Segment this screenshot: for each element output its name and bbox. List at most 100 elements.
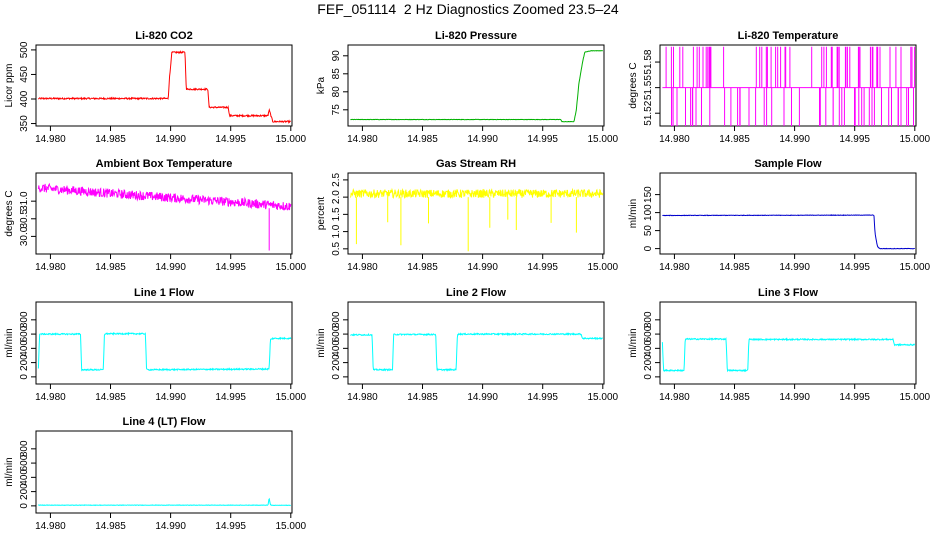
x-tick-label: 14.985 <box>407 392 438 403</box>
x-tick-label: 14.995 <box>839 392 870 403</box>
series-line <box>37 331 292 372</box>
x-tick-label: 14.995 <box>215 392 246 403</box>
series-line <box>38 50 292 125</box>
y-tick-label: 51.58 <box>643 49 654 74</box>
x-tick-label: 14.985 <box>95 392 126 403</box>
x-tick-label: 15.000 <box>588 134 619 145</box>
y-axis-label: degrees C <box>4 190 15 236</box>
y-tick-label: 600 <box>331 325 342 342</box>
plot-frame <box>659 44 917 127</box>
x-tick-label: 14.985 <box>95 134 126 145</box>
series-line <box>662 46 916 126</box>
panel-title: Line 4 (LT) Flow <box>123 416 206 428</box>
x-tick-label: 14.990 <box>155 262 186 273</box>
y-tick-label: 500 <box>19 41 30 58</box>
y-axis-label: ml/min <box>628 328 639 357</box>
series-line <box>662 214 915 250</box>
panel-title: Sample Flow <box>754 158 822 170</box>
plot-frame <box>35 172 293 255</box>
y-tick-label: 450 <box>19 66 30 83</box>
panel-title: Gas Stream RH <box>436 158 516 170</box>
y-tick-label: 51.55 <box>643 75 654 100</box>
x-tick-label: 14.995 <box>527 392 558 403</box>
plot-frame <box>347 44 605 127</box>
x-tick-label: 14.985 <box>719 392 750 403</box>
x-tick-label: 14.990 <box>155 521 186 532</box>
y-tick-label: 30.5 <box>19 209 30 229</box>
x-tick-label: 14.990 <box>467 134 498 145</box>
y-tick-label: 0 <box>19 503 30 509</box>
panel-4: Ambient Box Temperature degrees C 14.980 14… <box>4 158 307 273</box>
y-tick-label: 80 <box>331 86 342 98</box>
plot-frame <box>35 44 293 127</box>
y-tick-label: 400 <box>19 90 30 107</box>
x-tick-label: 14.980 <box>659 262 690 273</box>
panel-8: Line 2 Flow ml/min 14.980 14.985 14.990 14.99… <box>316 287 619 403</box>
x-tick-label: 14.980 <box>347 262 378 273</box>
x-tick-label: 14.995 <box>215 262 246 273</box>
panel-5: Gas Stream RH percent 14.980 14.985 14.990 14… <box>316 158 619 273</box>
x-tick-label: 14.980 <box>35 134 66 145</box>
y-axis-label: ml/min <box>316 328 327 357</box>
y-tick-label: 800 <box>19 311 30 328</box>
x-tick-label: 15.000 <box>276 521 307 532</box>
x-tick-label: 15.000 <box>276 134 307 145</box>
y-tick-label: 50 <box>643 225 654 237</box>
panel-6: Sample Flow ml/min 14.980 14.985 14.990 14.99… <box>628 158 931 273</box>
y-tick-label: 800 <box>331 311 342 328</box>
y-tick-label: 400 <box>331 340 342 357</box>
series-line <box>38 497 291 507</box>
x-tick-label: 14.990 <box>467 262 498 273</box>
x-tick-label: 14.995 <box>215 134 246 145</box>
y-tick-label: 0 <box>643 245 654 251</box>
panel-title: Line 2 Flow <box>446 287 506 299</box>
y-axis-label: kPa <box>316 76 327 94</box>
panel-title: Line 1 Flow <box>134 287 194 299</box>
x-tick-label: 14.985 <box>719 262 750 273</box>
x-tick-label: 15.000 <box>276 392 307 403</box>
figure-title: FEF_051114 2 Hz Diagnostics Zoomed 23.5–… <box>317 1 619 17</box>
plot-frame <box>35 430 293 514</box>
x-tick-label: 14.980 <box>35 262 66 273</box>
y-axis-label: ml/min <box>628 199 639 228</box>
x-tick-label: 14.995 <box>839 262 870 273</box>
y-tick-label: 400 <box>643 340 654 357</box>
y-tick-label: 75 <box>331 104 342 116</box>
x-tick-label: 15.000 <box>900 134 931 145</box>
panel-title: Line 3 Flow <box>758 287 818 299</box>
y-tick-label: 200 <box>19 354 30 371</box>
plot-frame <box>659 301 917 385</box>
x-tick-label: 15.000 <box>276 262 307 273</box>
y-tick-label: 30.0 <box>19 226 30 246</box>
x-tick-label: 14.985 <box>407 262 438 273</box>
y-axis-label: degrees C <box>628 62 639 108</box>
plot-frame <box>347 172 605 255</box>
x-tick-label: 15.000 <box>588 392 619 403</box>
panel-2: Li-820 Pressure kPa 14.980 14.985 14.990 14.9… <box>316 30 619 145</box>
y-tick-label: 800 <box>19 440 30 457</box>
x-tick-label: 14.980 <box>659 392 690 403</box>
series-line <box>349 187 604 252</box>
series-line <box>661 337 916 373</box>
y-tick-label: 200 <box>643 354 654 371</box>
series-line <box>350 49 604 123</box>
x-tick-label: 14.990 <box>155 134 186 145</box>
x-tick-label: 14.985 <box>95 262 126 273</box>
panel-1: Li-820 CO2 Licor ppm 14.980 14.985 14.990 14.… <box>4 30 307 145</box>
x-tick-label: 14.990 <box>467 392 498 403</box>
x-tick-label: 15.000 <box>900 392 931 403</box>
x-tick-label: 14.990 <box>779 262 810 273</box>
y-tick-label: 51.52 <box>643 100 654 125</box>
y-axis-label: ml/min <box>4 457 15 486</box>
y-tick-label: 600 <box>19 325 30 342</box>
y-tick-label: 0 <box>643 374 654 380</box>
series-line <box>350 332 604 372</box>
y-tick-label: 200 <box>19 483 30 500</box>
panel-title: Li-820 Pressure <box>435 30 517 42</box>
plot-frame <box>35 301 293 385</box>
panel-title: Ambient Box Temperature <box>96 158 233 170</box>
x-tick-label: 15.000 <box>588 262 619 273</box>
x-tick-label: 14.980 <box>35 392 66 403</box>
y-tick-label: 100 <box>643 204 654 221</box>
